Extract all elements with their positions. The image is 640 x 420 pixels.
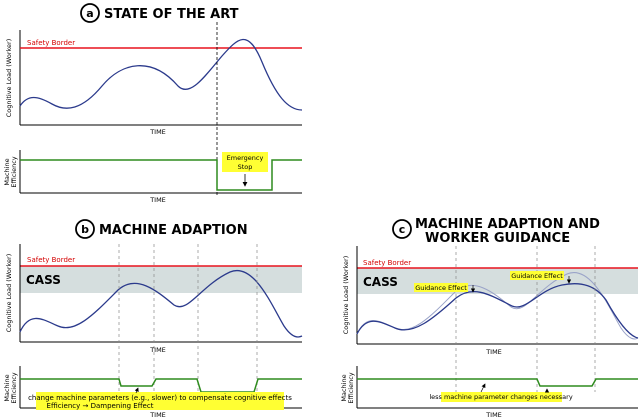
panel-a: a STATE OF THE ART Safety Border Cogniti… [3, 3, 303, 204]
panel-a-title: STATE OF THE ART [104, 7, 239, 22]
panel-a-load-xlabel: TIME [149, 128, 166, 136]
panel-c-guided-curve [356, 283, 639, 339]
panel-a-emergency-label-line2: Stop [238, 163, 253, 171]
panel-a-load-axes [19, 30, 302, 126]
panel-b-efficiency-line [20, 378, 302, 393]
panel-c: c MACHINE ADAPTION AND WORKER GUIDANCE C… [340, 217, 639, 419]
panel-b-load-ylabel: Cognitive Load (Worker) [5, 254, 13, 332]
panel-c-note: less machine parameter changes necessary [429, 393, 573, 401]
panel-c-badge-letter: c [399, 223, 406, 236]
panel-b-note-bg [36, 392, 284, 410]
panel-c-note-bg [441, 392, 562, 402]
panel-b-note-line1: change machine parameters (e.g., slower)… [28, 394, 292, 402]
panel-c-load-xlabel: TIME [485, 348, 502, 356]
panel-b-title: MACHINE ADAPTION [99, 223, 248, 238]
panel-c-safety-label: Safety Border [363, 259, 411, 267]
panel-b-note-arrows [134, 387, 226, 394]
panel-c-cass-label: CASS [363, 275, 398, 289]
panel-c-badge [392, 219, 412, 239]
panel-b-badge [75, 219, 95, 239]
panel-a-badge-letter: a [86, 7, 93, 20]
panel-c-load-ylabel: Cognitive Load (Worker) [342, 256, 350, 334]
panel-c-efficiency-line [357, 378, 638, 387]
panel-b-eff-xlabel: TIME [149, 411, 166, 419]
panel-a-safety-label: Safety Border [27, 39, 75, 47]
panel-c-guidance-label-2-bg [510, 271, 564, 280]
panel-a-eff-ylabel-machine: Machine [3, 158, 11, 185]
panel-c-guide-lines [455, 246, 596, 392]
panel-b-note-line2: Efficiency → Dampening Effect [47, 402, 154, 410]
panel-b-guide-lines [118, 244, 258, 392]
panel-b-load-curve [19, 269, 303, 338]
panel-a-efficiency-line [20, 159, 302, 191]
panel-c-title-line1: MACHINE ADAPTION AND [415, 217, 600, 232]
panel-c-eff-ylabel-efficiency: Efficiency [347, 372, 355, 403]
panel-a-load-curve [19, 38, 303, 111]
panel-b-load-xlabel: TIME [149, 346, 166, 354]
panel-c-note-arrows [480, 383, 550, 393]
panel-c-eff-axes [356, 366, 638, 409]
panel-b-cass-label: CASS [26, 273, 61, 287]
panel-b-eff-ylabel-machine: Machine [3, 374, 11, 401]
panel-a-load-ylabel: Cognitive Load (Worker) [5, 39, 13, 117]
panel-c-guidance-label-2: Guidance Effect [511, 272, 563, 280]
panel-b-badge-letter: b [81, 223, 89, 236]
panel-b-eff-ylabel-efficiency: Efficiency [10, 372, 18, 403]
panel-c-guidance-label-1: Guidance Effect [415, 284, 467, 292]
panel-b-safety-label: Safety Border [27, 256, 75, 264]
panel-c-eff-ylabel-machine: Machine [340, 374, 348, 401]
panel-c-title-line2: WORKER GUIDANCE [425, 231, 570, 246]
panel-a-emergency-label-bg [222, 152, 268, 172]
panel-b: b MACHINE ADAPTION CASS Safety Border Co… [3, 219, 303, 419]
panel-a-eff-ylabel-efficiency: Efficiency [10, 156, 18, 187]
panel-a-badge [80, 3, 100, 23]
panel-a-emergency-label-line1: Emergency [227, 154, 264, 162]
panel-b-load-axes [19, 244, 302, 343]
panel-c-eff-xlabel: TIME [485, 411, 502, 419]
panel-c-guidance-label-1-bg [414, 283, 468, 292]
panel-b-cass-band [20, 266, 302, 293]
panel-a-eff-axes [19, 150, 302, 194]
panel-a-eff-xlabel: TIME [149, 196, 166, 204]
panel-c-load-axes [356, 246, 638, 345]
